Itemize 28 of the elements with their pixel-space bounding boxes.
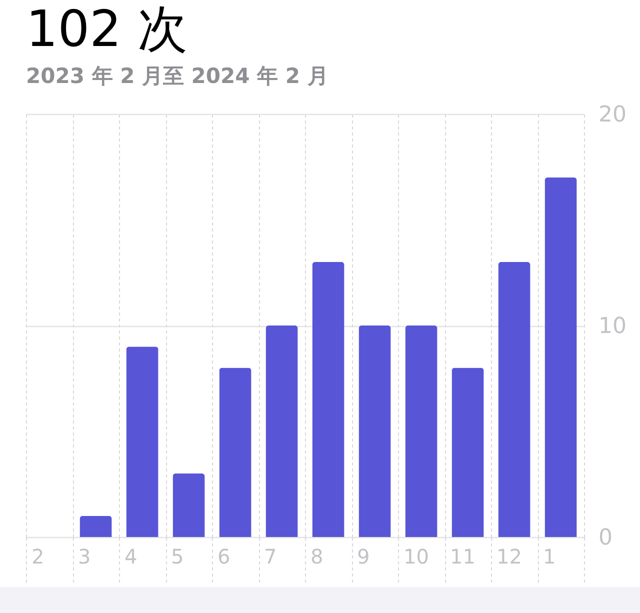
x-tick-label: 6 (218, 544, 230, 568)
chart-title: 102 次 (26, 0, 188, 58)
y-tick-label: 0 (598, 526, 612, 550)
bar (358, 326, 391, 537)
y-tick-label: 20 (598, 102, 626, 128)
x-tick-label: 3 (78, 544, 91, 568)
x-tick-label: 1 (543, 544, 556, 568)
x-tick-label: 9 (357, 544, 370, 568)
x-tick-label: 11 (450, 544, 476, 568)
x-tick-label: 12 (496, 544, 522, 568)
x-tick-label: 5 (171, 544, 184, 568)
x-tick-label: 7 (264, 544, 277, 568)
x-tick-label: 2 (32, 544, 44, 568)
bar (405, 326, 438, 537)
bar (312, 262, 344, 537)
bar (80, 516, 112, 537)
bar (544, 177, 577, 537)
bar (126, 346, 158, 537)
x-tick-label: 10 (404, 544, 429, 568)
x-tick-label: 4 (124, 544, 138, 568)
y-tick-label: 10 (598, 314, 626, 339)
x-tick-label: 8 (310, 544, 324, 568)
bar (172, 474, 205, 537)
bar (219, 368, 252, 537)
bar (266, 326, 298, 537)
bar (452, 368, 484, 537)
bar (498, 262, 530, 537)
chart-subtitle: 2023 年 2 月至 2024 年 2 月 (26, 64, 328, 88)
